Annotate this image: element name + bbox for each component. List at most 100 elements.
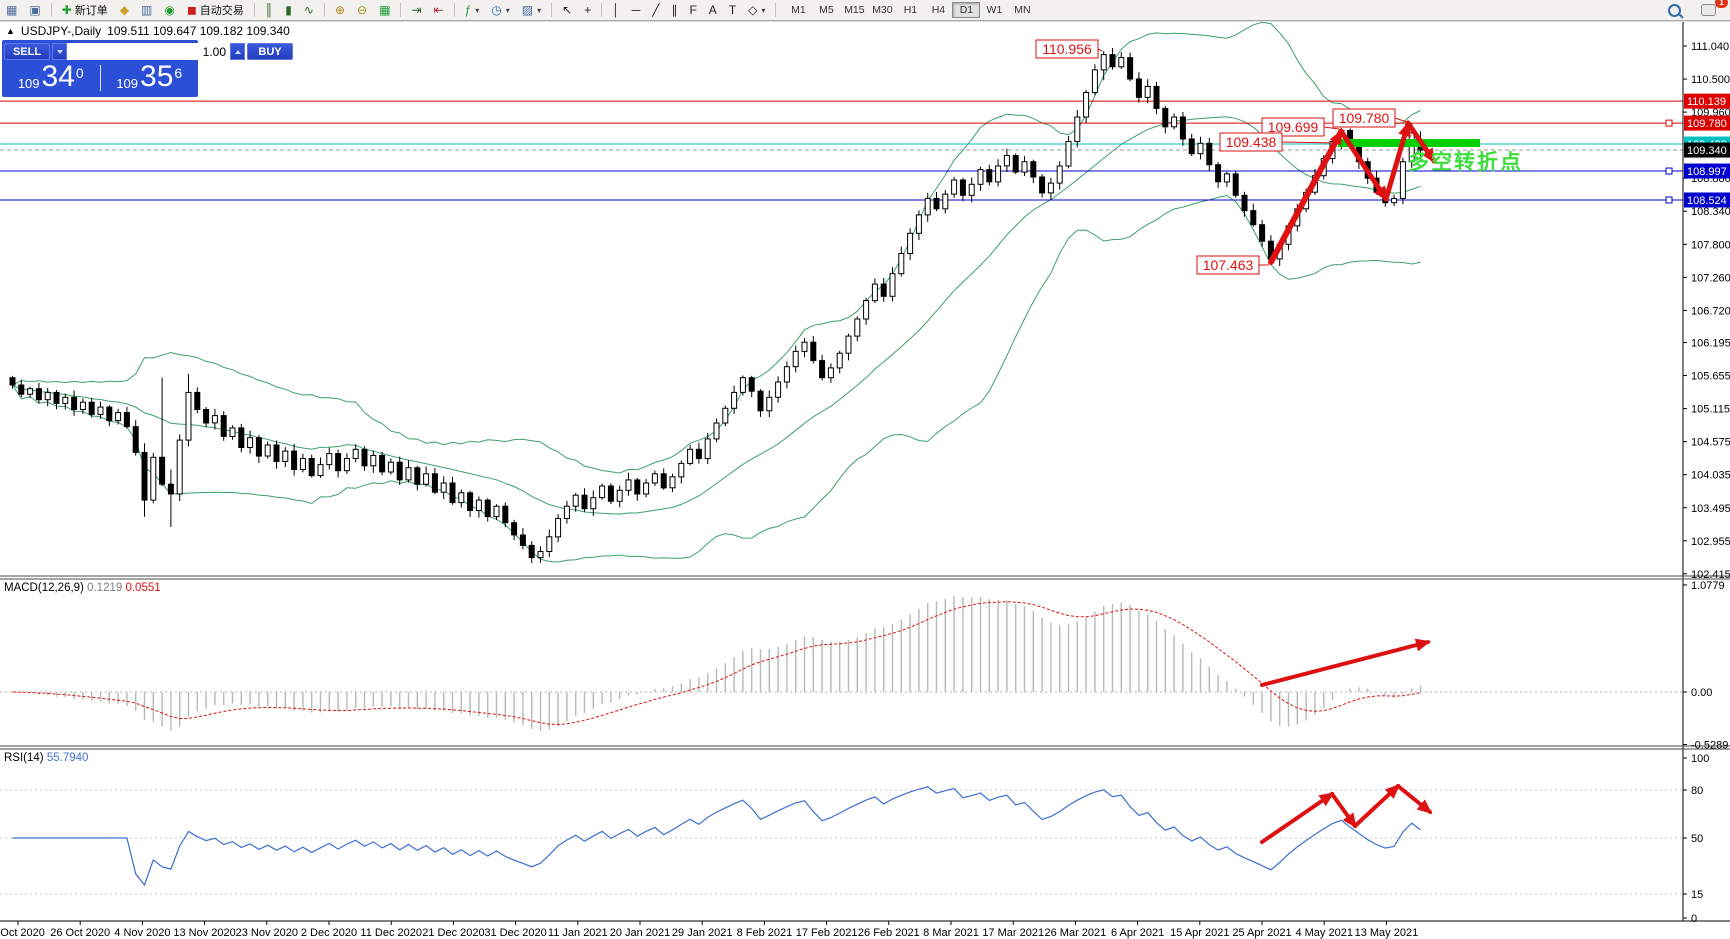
timeframe-m15-button[interactable]: M15 bbox=[840, 2, 868, 18]
timeframe-w1-button[interactable]: W1 bbox=[980, 2, 1008, 18]
trend-arrow[interactable] bbox=[1268, 129, 1344, 265]
cursor-button[interactable]: ↖ bbox=[557, 1, 577, 19]
price-tick: 107.800 bbox=[1691, 239, 1730, 251]
candle bbox=[731, 385, 738, 414]
date-tick: 13 May 2021 bbox=[1355, 927, 1419, 939]
candlestick-chart-button[interactable]: ▮ bbox=[280, 1, 297, 19]
candle bbox=[695, 442, 702, 464]
line-chart-button[interactable]: ∿ bbox=[299, 1, 319, 19]
chart-shift-button[interactable]: ⇤ bbox=[429, 1, 449, 19]
timeframe-m1-button[interactable]: M1 bbox=[784, 2, 812, 18]
charts-icon: ▦ bbox=[6, 3, 18, 17]
candle bbox=[616, 485, 623, 508]
annotation-text[interactable]: 多空转折点 bbox=[1408, 150, 1523, 174]
zoom-out-button[interactable]: ⊖ bbox=[352, 1, 372, 19]
timeframe-h1-button[interactable]: H1 bbox=[896, 2, 924, 18]
volume-increase-button[interactable] bbox=[230, 43, 245, 60]
line-handle[interactable] bbox=[1665, 196, 1673, 204]
search-button[interactable] bbox=[1662, 1, 1687, 19]
candle bbox=[792, 345, 799, 373]
macd-scale-tick: 0.00 bbox=[1691, 687, 1712, 699]
expert-advisors-icon: ▥ bbox=[140, 3, 153, 17]
periods-button[interactable]: ◷ ▾ bbox=[486, 1, 515, 19]
price-tick: 102.415 bbox=[1691, 569, 1730, 581]
horizontal-line-button[interactable]: ─ bbox=[627, 1, 646, 19]
trend-arrow[interactable] bbox=[1383, 121, 1411, 202]
date-tick: 17 Feb 2021 bbox=[796, 927, 858, 939]
price-label-109.438[interactable]: 109.438 bbox=[1219, 132, 1339, 152]
trend-arrow[interactable] bbox=[1405, 120, 1437, 164]
toolbar-separator bbox=[551, 3, 553, 17]
candle bbox=[185, 374, 192, 447]
volume-input[interactable] bbox=[67, 43, 230, 60]
buy-price[interactable]: 109 35 6 bbox=[116, 59, 183, 93]
timeframe-h4-button[interactable]: H4 bbox=[924, 2, 952, 18]
candle bbox=[1135, 72, 1142, 103]
price-label-109.780[interactable]: 109.780 bbox=[1332, 108, 1408, 128]
crosshair-button[interactable]: + bbox=[579, 1, 596, 19]
price-label-109.699[interactable]: 109.699 bbox=[1261, 117, 1340, 137]
autotrading-label: 自动交易 bbox=[199, 5, 244, 17]
candle bbox=[854, 316, 861, 342]
volume-decrease-button[interactable] bbox=[52, 43, 67, 60]
shapes-button[interactable]: ◇ ▾ bbox=[743, 1, 770, 19]
trend-line-button[interactable]: ╱ bbox=[647, 1, 664, 19]
signals-button[interactable]: ◉ bbox=[159, 1, 179, 19]
axes[interactable]: MACD(12,26,9) 0.1219 0.0551 RSI(14) 55.79… bbox=[0, 20, 1730, 939]
trend-arrow[interactable] bbox=[1338, 128, 1389, 202]
date-tick: 17 Mar 2021 bbox=[982, 927, 1044, 939]
candle bbox=[810, 336, 817, 364]
highlight-bar[interactable] bbox=[1338, 139, 1480, 147]
tile-windows-button[interactable]: ▦ bbox=[374, 1, 395, 19]
candle bbox=[995, 159, 1002, 187]
sell-price[interactable]: 109 34 0 bbox=[17, 59, 84, 93]
candle bbox=[71, 390, 78, 416]
text-button[interactable]: A bbox=[704, 1, 722, 19]
notifications-button[interactable]: 1 bbox=[1695, 0, 1728, 19]
text-label-button[interactable]: T bbox=[724, 1, 741, 19]
timeframe-mn-button[interactable]: MN bbox=[1008, 2, 1036, 18]
templates-button[interactable]: ▨ ▾ bbox=[517, 1, 546, 19]
candle bbox=[871, 278, 878, 303]
indicators-icon: ƒ bbox=[464, 3, 472, 17]
price-label-110.956[interactable]: 110.956 bbox=[1035, 39, 1103, 59]
equidistant-channel-button[interactable]: ∥ bbox=[666, 1, 682, 19]
eraser-button[interactable]: ◆ bbox=[115, 1, 134, 19]
line-handle[interactable] bbox=[1665, 119, 1673, 127]
price-badge-text: 109.780 bbox=[1687, 118, 1727, 130]
rsi-trend-arrow[interactable] bbox=[1353, 783, 1401, 828]
timeframe-m5-button[interactable]: M5 bbox=[812, 2, 840, 18]
indicators-button[interactable]: ƒ ▾ bbox=[460, 1, 485, 19]
line-handle[interactable] bbox=[1665, 167, 1673, 175]
zoom-in-button[interactable]: ⊕ bbox=[330, 1, 350, 19]
rsi-trend-arrow[interactable] bbox=[1260, 792, 1335, 844]
charts-button[interactable]: ▦ bbox=[1, 1, 22, 19]
macd-trend-arrow[interactable] bbox=[1260, 638, 1431, 687]
sell-button[interactable]: SELL bbox=[4, 43, 50, 60]
candle bbox=[18, 379, 25, 398]
rsi-trend-arrow[interactable] bbox=[1330, 792, 1357, 829]
vertical-line-button[interactable]: │ bbox=[607, 1, 625, 19]
candle bbox=[106, 405, 113, 427]
bar-chart-button[interactable]: ║ bbox=[260, 1, 279, 19]
macd-signal-line bbox=[12, 601, 1421, 726]
candle bbox=[880, 278, 887, 302]
new-order-button[interactable]: ✚ 新订单 bbox=[57, 1, 113, 19]
candle bbox=[291, 443, 298, 476]
buy-button[interactable]: BUY bbox=[247, 43, 293, 60]
expert-advisors-button[interactable]: ▥ bbox=[136, 1, 157, 19]
price-label-107.463[interactable]: 107.463 bbox=[1196, 255, 1269, 275]
fibonacci-button[interactable]: F bbox=[684, 1, 701, 19]
candle bbox=[255, 435, 262, 463]
price-badge-text: 108.997 bbox=[1687, 166, 1727, 178]
timeframe-m30-button[interactable]: M30 bbox=[868, 2, 896, 18]
profiles-button[interactable]: ▣ bbox=[24, 1, 45, 19]
candle bbox=[599, 483, 606, 500]
auto-scroll-button[interactable]: ⇥ bbox=[406, 1, 426, 19]
candle bbox=[123, 407, 130, 429]
autotrading-button[interactable]: ◼ 自动交易 bbox=[182, 1, 249, 19]
rsi-trend-arrow[interactable] bbox=[1396, 784, 1433, 814]
timeframe-d1-button[interactable]: D1 bbox=[952, 2, 981, 18]
date-tick: 11 Jan 2021 bbox=[548, 927, 608, 939]
